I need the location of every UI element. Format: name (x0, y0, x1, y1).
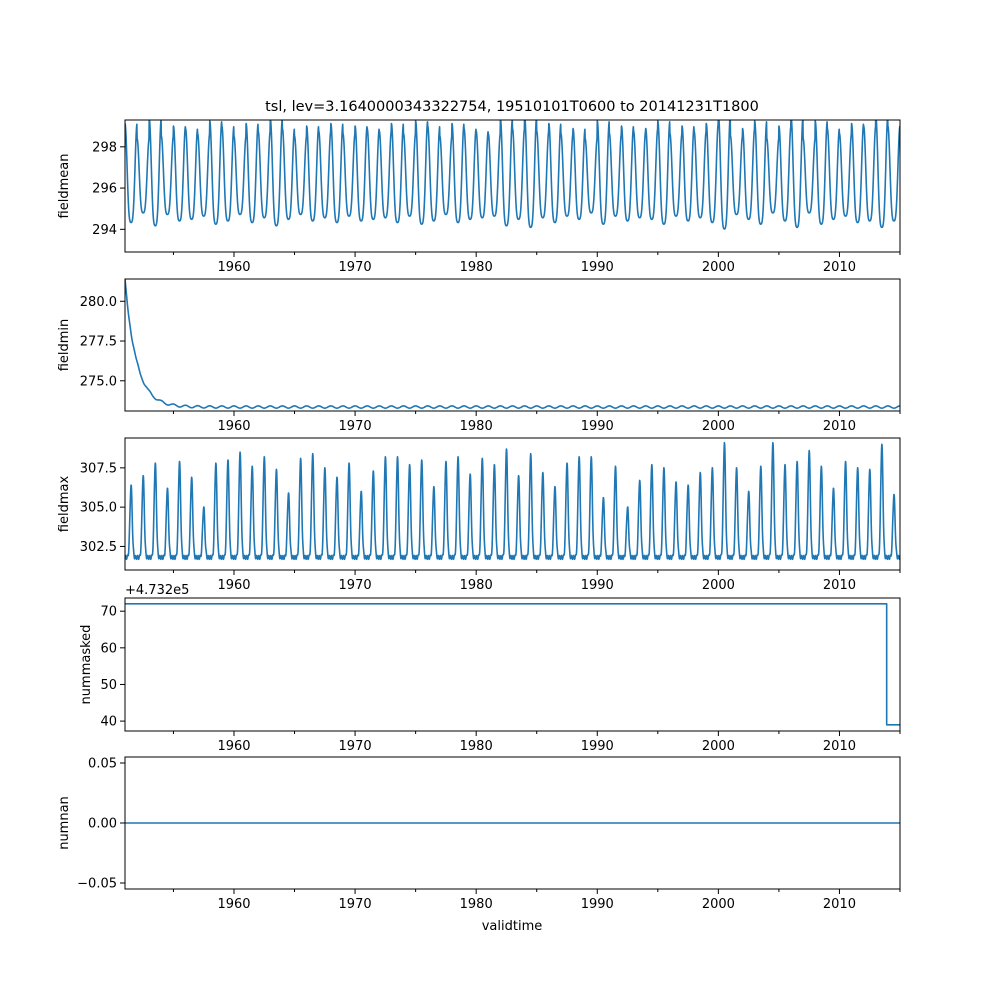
y-axis-label: fieldmax (57, 476, 72, 533)
subplot-nummasked: 1960 1970 1980 1990 2000 2010 40 50 60 70 nummaske… (79, 583, 901, 754)
y-tick-label: 305.0 (80, 501, 117, 516)
x-tick-label: 2000 (702, 260, 735, 275)
x-tick-label: 2010 (823, 578, 856, 593)
axes-frame (124, 437, 901, 571)
x-tick-label: 1960 (217, 260, 250, 275)
x-tick-label: 1960 (217, 578, 250, 593)
x-tick-label: 1960 (217, 419, 250, 434)
figure-title: tsl, lev=3.1640000343322754, 19510101T06… (265, 99, 759, 115)
subplot-fieldmean: 1960 1970 1980 1990 2000 2010 294 296 298 fieldme… (57, 119, 901, 275)
y-tick-label: 277.5 (80, 335, 117, 350)
y-tick-label: −0.05 (77, 877, 117, 892)
x-tick-label: 2000 (702, 897, 735, 912)
y-tick-label: 296 (92, 182, 117, 197)
series-line-fieldmean (125, 120, 900, 230)
y-tick-label: 275.0 (80, 374, 117, 389)
x-tick-label: 2010 (823, 897, 856, 912)
x-tick-label: 1960 (217, 897, 250, 912)
x-tick-label: 1990 (581, 419, 614, 434)
axes-frame (124, 597, 901, 732)
y-tick-label: 280.0 (80, 295, 117, 310)
y-axis-label: fieldmean (57, 154, 72, 219)
x-tick-label: 1980 (460, 419, 493, 434)
subplot-fieldmax: 1960 1970 1980 1990 2000 2010 302.5 305.0 307.5 f… (57, 437, 901, 593)
x-tick-label: 1990 (581, 897, 614, 912)
series-line-nummasked (125, 603, 900, 726)
y-tick-label: 302.5 (80, 540, 117, 555)
x-tick-label: 1980 (460, 260, 493, 275)
axes-frame (124, 278, 901, 412)
x-tick-label: 1980 (460, 897, 493, 912)
series-line-fieldmax (125, 441, 900, 561)
y-axis-label: numnan (57, 796, 72, 850)
x-tick-label: 2000 (702, 739, 735, 754)
y-tick-label: 307.5 (80, 461, 117, 476)
y-tick-label: 0.00 (88, 817, 117, 832)
x-tick-label: 1970 (339, 419, 372, 434)
axes-frame (124, 119, 901, 253)
x-tick-label: 1990 (581, 578, 614, 593)
x-tick-label: 1970 (339, 897, 372, 912)
x-tick-label: 1970 (339, 739, 372, 754)
x-tick-label: 1970 (339, 260, 372, 275)
subplot-fieldmin: 1960 1970 1980 1990 2000 2010 275.0 277.5 280.0 f… (57, 278, 901, 434)
x-tick-label: 1990 (581, 260, 614, 275)
x-axis-label: validtime (482, 919, 543, 934)
y-axis-label: nummasked (79, 625, 94, 705)
x-tick-label: 1970 (339, 578, 372, 593)
subplots: 1960 1970 1980 1990 2000 2010 294 296 298 fieldme… (57, 119, 901, 912)
y-tick-label: 298 (92, 140, 117, 155)
series-line-fieldmin (125, 279, 900, 409)
x-tick-label: 1980 (460, 739, 493, 754)
x-tick-label: 1990 (581, 739, 614, 754)
y-tick-label: 40 (100, 715, 117, 730)
subplot-numnan: 1960 1970 1980 1990 2000 2010 −0.05 0.00 0.05 num… (57, 756, 901, 912)
y-tick-label: 70 (100, 605, 117, 620)
x-tick-label: 1980 (460, 578, 493, 593)
y-axis-label: fieldmin (57, 319, 72, 372)
y-tick-label: 60 (100, 641, 117, 656)
x-tick-label: 2010 (823, 260, 856, 275)
x-tick-label: 2000 (702, 578, 735, 593)
y-tick-label: 50 (100, 678, 117, 693)
y-tick-label: 0.05 (88, 757, 117, 772)
x-tick-label: 2000 (702, 419, 735, 434)
x-tick-label: 1960 (217, 739, 250, 754)
x-tick-label: 2010 (823, 739, 856, 754)
y-tick-label: 294 (92, 223, 117, 238)
y-offset-text: +4.732e5 (125, 583, 189, 598)
x-tick-label: 2010 (823, 419, 856, 434)
